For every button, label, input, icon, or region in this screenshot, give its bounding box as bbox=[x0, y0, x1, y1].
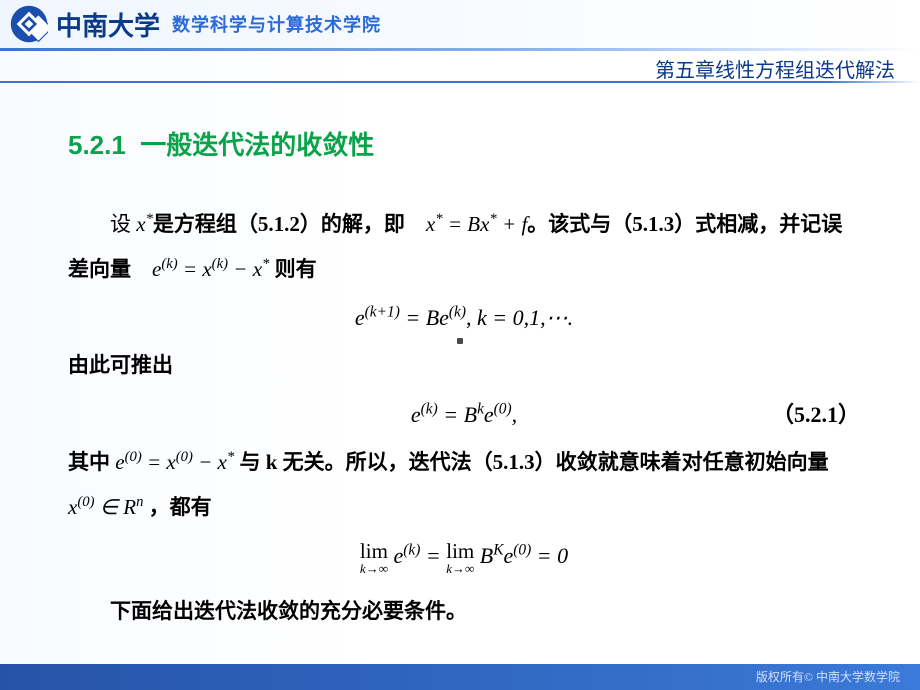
equation-inline-4: x(0) ∈ Rn bbox=[68, 495, 143, 519]
header: 中南大学 数学科学与计算技术学院 bbox=[0, 0, 920, 48]
equation-3: limk→∞ e(k) = limk→∞ BKe(0) = 0 bbox=[68, 532, 860, 579]
text: 其中 bbox=[68, 450, 115, 474]
paragraph-1: 设 x*是方程组（5.1.2）的解，即 x* = Bx* + f。该式与（5.1… bbox=[68, 202, 860, 292]
equation-inline-1: x* = Bx* + f bbox=[426, 212, 527, 236]
text: ，都有 bbox=[143, 495, 211, 519]
limit-1: limk→∞ bbox=[360, 541, 388, 575]
school-name: 数学科学与计算技术学院 bbox=[172, 11, 381, 37]
paragraph-3: 其中 e(0) = x(0) − x* 与 k 无关。所以，迭代法（5.1.3）… bbox=[68, 440, 860, 530]
university-name: 中南大学 bbox=[56, 6, 160, 43]
limit-2: limk→∞ bbox=[446, 541, 474, 575]
page-marker-icon bbox=[457, 338, 463, 344]
paragraph-4: 下面给出迭代法收敛的充分必要条件。 bbox=[68, 589, 860, 634]
chapter-title: 第五章线性方程组迭代解法 bbox=[655, 60, 895, 82]
content-area: 5.2.1 一般迭代法的收敛性 设 x*是方程组（5.1.2）的解，即 x* =… bbox=[0, 83, 920, 635]
text: 设 bbox=[110, 212, 136, 236]
copyright-text: 版权所有© 中南大学数学院 bbox=[756, 670, 900, 684]
equation-2: e(k) = Bke(0), （5.2.1） bbox=[68, 391, 860, 438]
equation-inline-3: e(0) = x(0) − x* bbox=[115, 450, 234, 474]
university-logo-icon bbox=[10, 5, 48, 43]
text: 是方程组（5.1.2）的解，即 bbox=[153, 212, 405, 236]
text: 则有 bbox=[275, 257, 317, 281]
equation-number: （5.2.1） bbox=[772, 391, 860, 438]
footer: 版权所有© 中南大学数学院 bbox=[0, 664, 920, 690]
section-heading: 5.2.1 一般迭代法的收敛性 bbox=[68, 118, 860, 174]
math-inline: x* bbox=[136, 212, 153, 236]
section-title-text: 一般迭代法的收敛性 bbox=[140, 130, 374, 160]
paragraph-2: 由此可推出 bbox=[68, 343, 860, 388]
equation-1: e(k+1) = Be(k), k = 0,1,⋯. bbox=[68, 294, 860, 341]
chapter-bar: 第五章线性方程组迭代解法 bbox=[0, 51, 920, 81]
section-number: 5.2.1 bbox=[68, 130, 126, 160]
equation-inline-2: e(k) = x(k) − x* bbox=[152, 257, 269, 281]
text: 与 k 无关。所以，迭代法（5.1.3）收敛就意味着对任意初始向量 bbox=[234, 450, 828, 474]
